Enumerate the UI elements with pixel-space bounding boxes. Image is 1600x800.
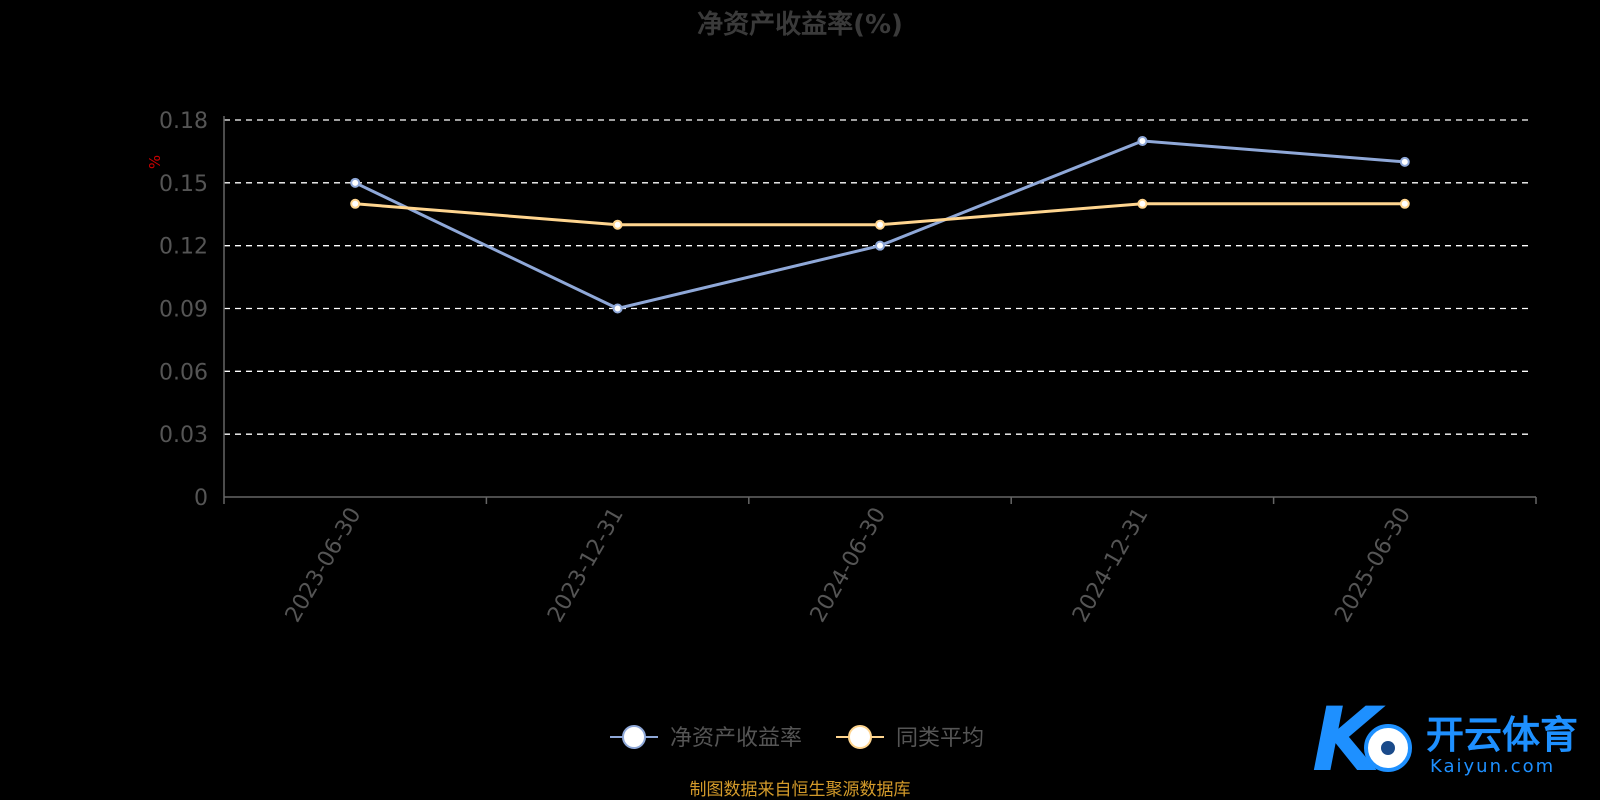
x-tick-label: 2024-12-31: [1068, 504, 1154, 627]
legend-marker-roe: [622, 725, 646, 749]
watermark-domain: Kaiyun.com: [1430, 756, 1555, 777]
x-tick-label: 2023-06-30: [281, 504, 367, 627]
watermark-brand: 开云体育: [1426, 713, 1578, 757]
legend-marker-peer-average: [848, 725, 872, 749]
series-point-1[interactable]: [350, 198, 361, 209]
series-point-0[interactable]: [350, 177, 361, 188]
series-point-0[interactable]: [1137, 135, 1148, 146]
y-tick-label: 0: [194, 486, 208, 511]
grid: [224, 119, 1528, 435]
source-note: 制图数据来自恒生聚源数据库: [690, 780, 911, 800]
x-tick-label: 2025-06-30: [1330, 504, 1416, 627]
legend-label-roe: 净资产收益率: [670, 726, 802, 751]
x-tick-label: 2024-06-30: [806, 504, 892, 627]
y-tick-label: 0.15: [159, 172, 208, 197]
series: [350, 135, 1410, 314]
x-tick-label: 2023-12-31: [543, 504, 629, 627]
y-tick-label: 0.03: [159, 423, 208, 448]
series-point-0[interactable]: [612, 303, 623, 314]
y-tick-label: 0.18: [159, 109, 208, 134]
legend-label-peer-average: 同类平均: [896, 726, 984, 751]
series-point-1[interactable]: [875, 219, 885, 230]
y-tick-label: 0.09: [159, 298, 208, 323]
legend: 净资产收益率 同类平均: [610, 725, 984, 751]
y-axis-label: %: [146, 155, 164, 169]
series-point-1[interactable]: [612, 219, 623, 230]
watermark-logo: K 开云体育 Kaiyun.com: [1312, 688, 1578, 791]
y-tick-label: 0.12: [159, 235, 208, 260]
y-tick-label: 0.06: [159, 360, 208, 385]
legend-item-peer-average[interactable]: 同类平均: [836, 725, 984, 751]
series-point-0[interactable]: [875, 240, 885, 251]
legend-item-roe[interactable]: 净资产收益率: [610, 725, 802, 751]
chart-title: 净资产收益率(%): [697, 9, 903, 40]
series-point-0[interactable]: [1399, 156, 1410, 167]
series-point-1[interactable]: [1137, 198, 1148, 209]
series-point-1[interactable]: [1399, 198, 1410, 209]
